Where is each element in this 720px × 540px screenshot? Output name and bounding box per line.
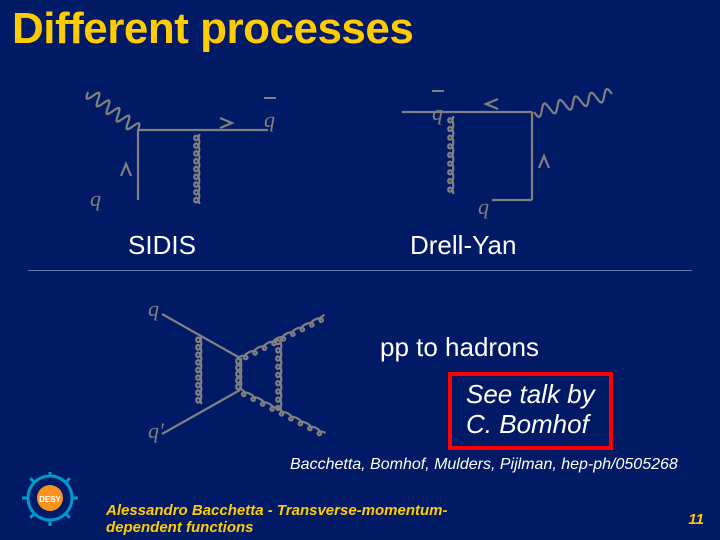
divider [28,270,692,271]
label-drellyan: Drell-Yan [410,230,516,261]
desy-logo: DESY [14,472,86,532]
slide-title: Different processes [12,4,413,54]
callout-box: See talk by C. Bomhof [448,372,613,450]
citation: Bacchetta, Bomhof, Mulders, Pijlman, hep… [290,456,678,474]
footer-author: Alessandro Bacchetta - Transverse-moment… [106,503,448,536]
diagram-sidis [78,80,298,230]
callout-line1: See talk by [466,380,595,410]
callout-line2: C. Bomhof [466,410,595,440]
page-number: 11 [688,511,704,528]
svg-text:DESY: DESY [39,495,61,504]
label-pphadrons: pp to hadrons [380,332,539,363]
diagram-drellyan [382,82,642,232]
diagram-pp [120,294,380,459]
label-sidis: SIDIS [128,230,196,261]
